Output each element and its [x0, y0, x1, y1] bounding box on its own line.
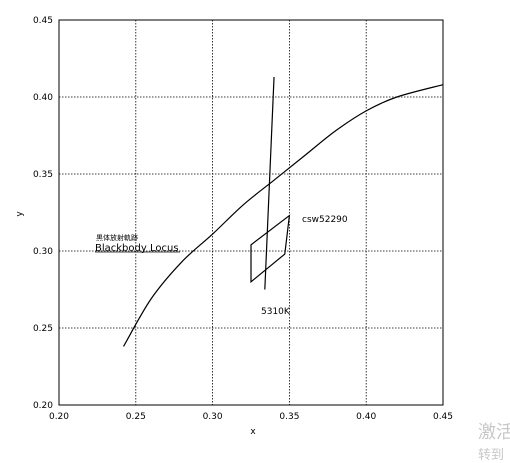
x-tick-label: 0.30 [203, 412, 223, 422]
y-tick-label: 0.40 [33, 93, 53, 103]
x-tick-label: 0.45 [433, 412, 453, 422]
y-tick-labels: 0.20 0.25 0.30 0.35 0.40 0.45 [33, 16, 53, 411]
x-tick-labels: 0.20 0.25 0.30 0.35 0.40 0.45 [49, 412, 453, 422]
series-layer [122, 76, 444, 347]
x-tick-label: 0.35 [279, 412, 299, 422]
x-axis-label: x [250, 427, 256, 437]
y-tick-label: 0.45 [33, 16, 53, 26]
y-tick-label: 0.30 [33, 247, 53, 257]
annotation-locus-jp: 黒体放射軌跡 [96, 233, 138, 242]
watermark-line-2: 转到 [478, 448, 505, 463]
annotation-locus-en: Blackbody Locus [95, 243, 179, 254]
isotemperature-line [264, 76, 275, 290]
x-tick-label: 0.25 [126, 412, 146, 422]
watermark-line-1: 激活 [478, 422, 510, 443]
plot-area [58, 19, 444, 406]
y-tick-label: 0.35 [33, 170, 53, 180]
tolerance-quadrangle [250, 214, 291, 284]
y-tick-label: 0.25 [33, 324, 53, 334]
x-tick-label: 0.20 [49, 412, 69, 422]
x-tick-label: 0.40 [356, 412, 376, 422]
annotation-csw52290: csw52290 [302, 215, 348, 225]
annotation-5310k: 5310K [261, 307, 291, 317]
y-axis-label: y [15, 211, 25, 217]
y-tick-label: 0.20 [33, 401, 53, 411]
blackbody-locus-curve [122, 84, 444, 347]
